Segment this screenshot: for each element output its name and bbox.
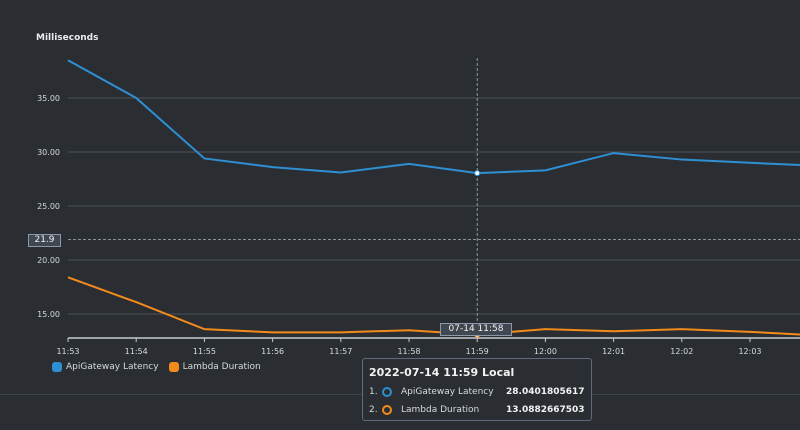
y-tick-label: 20.00 [37, 256, 60, 265]
tooltip-series-name: Lambda Duration [401, 405, 480, 415]
y-tick-label: 25.00 [37, 202, 60, 211]
x-tick-label: 11:57 [329, 347, 352, 356]
x-tick-label: 11:55 [193, 347, 216, 356]
tooltip-row: 1. ApiGateway Latency 28.0401805617 [369, 387, 585, 397]
tooltip-value: 13.0882667503 [506, 405, 585, 415]
y-tick-label: 15.00 [37, 310, 60, 319]
tooltip-title: 2022-07-14 11:59 Local [369, 366, 515, 379]
data-point [474, 170, 481, 177]
circle-icon [382, 387, 392, 397]
tooltip-value: 28.0401805617 [506, 387, 585, 397]
series-line-lambda-duration [67, 276, 800, 336]
circle-icon [382, 405, 392, 415]
x-tick-label: 11:59 [466, 347, 489, 356]
x-tick-label: 11:56 [261, 347, 284, 356]
tooltip-index: 1. [369, 387, 378, 397]
y-tick-label: 30.00 [37, 148, 60, 157]
x-tick-label: 12:00 [534, 347, 557, 356]
x-tick-label: 12:02 [670, 347, 693, 356]
legend-label: ApiGateway Latency [66, 362, 159, 372]
crosshair-x-label: 07-14 11:58 [440, 323, 512, 336]
crosshair-y-label: 21.9 [28, 234, 61, 247]
legend-swatch [168, 362, 179, 372]
line-chart[interactable]: 15.00 20.00 25.00 30.00 35.00 11:53 11:54 11:55… [0, 0, 800, 360]
tooltip-index: 2. [369, 405, 378, 415]
legend-item-lambda[interactable]: Lambda Duration [168, 362, 261, 372]
x-tick-label: 12:03 [738, 347, 761, 356]
legend-item-apigateway[interactable]: ApiGateway Latency [52, 362, 159, 372]
tooltip-row: 2. Lambda Duration 13.0882667503 [369, 405, 585, 415]
y-axis-label: Milliseconds [36, 33, 99, 43]
y-tick-label: 35.00 [37, 94, 60, 103]
series-line-apigateway-latency [67, 59, 800, 175]
legend: ApiGateway Latency Lambda Duration [52, 362, 261, 372]
x-tick-label: 12:01 [602, 347, 625, 356]
legend-swatch [52, 362, 62, 372]
x-tick-label: 11:58 [397, 347, 420, 356]
legend-label: Lambda Duration [182, 362, 261, 372]
x-tick-label: 11:53 [56, 347, 79, 356]
tooltip-series-name: ApiGateway Latency [401, 387, 494, 397]
x-tick-label: 11:54 [125, 347, 148, 356]
tooltip: 2022-07-14 11:59 Local 1. ApiGateway Lat… [362, 358, 592, 421]
